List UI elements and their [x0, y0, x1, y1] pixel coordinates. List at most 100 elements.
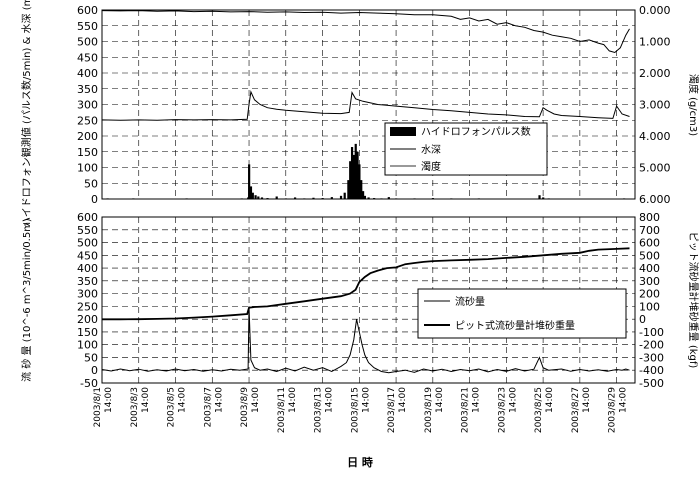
x-tick-date: 2003/8/23	[497, 387, 507, 433]
y-tick-label-right: 300	[639, 275, 660, 288]
x-tick-date: 2003/8/13	[314, 387, 324, 433]
x-axis-ticks: 2003/8/1 14:00 2003/8/3 14:00 2003/8/5 14:00 2…	[93, 387, 629, 433]
upper-left-axis-label: ハイドロフォン観測値 (パルス数/5min) & 水深 (mm)	[20, 0, 33, 227]
y-tick-label-right: 0.000	[639, 4, 671, 17]
bar-81	[622, 198, 626, 199]
bar-35	[321, 198, 324, 199]
series-line-0	[101, 306, 630, 374]
series-line-2	[101, 10, 630, 54]
y-tick-label-left: 50	[84, 351, 98, 364]
y-tick-label-left: 150	[77, 326, 98, 339]
bar-49	[367, 197, 370, 199]
y-tick-label-left: 500	[77, 237, 98, 250]
lower-right-axis-label: ピット流砂量計堆砂重量 (kgf)	[687, 232, 699, 369]
bar-42	[352, 154, 355, 199]
x-tick-date: 2003/8/5	[167, 387, 177, 427]
bar-41	[350, 147, 354, 199]
x-tick-date: 2003/8/19	[424, 387, 434, 433]
series-line-1	[101, 90, 630, 121]
y-tick-label-right: 4.000	[639, 130, 671, 143]
x-tick-date: 2003/8/7	[203, 387, 213, 427]
bar-36	[330, 197, 333, 199]
y-tick-label-right: -500	[639, 377, 664, 390]
y-tick-label-right: 500	[639, 249, 660, 262]
bar-26	[254, 195, 257, 199]
y-tick-label-left: 600	[77, 211, 98, 224]
bar-43	[354, 143, 357, 199]
y-tick-label-left: 600	[77, 4, 98, 17]
series-line-1	[102, 247, 630, 321]
x-tick-time: 14:00	[472, 387, 482, 413]
x-tick-time: 14:00	[435, 387, 445, 413]
x-tick-time: 14:00	[288, 387, 298, 413]
lower-legend: 流砂量 ピット式流砂量計堆砂重量	[417, 288, 627, 339]
bar-71	[547, 198, 550, 199]
upper-left-ticks: 0 50 100 150 200 250 300 350 400 450 500 550 600	[77, 4, 98, 206]
bar-28	[260, 197, 264, 199]
upper-right-axis-label: 濁度 (g/cm3)	[687, 74, 699, 136]
bar-27	[257, 196, 260, 199]
bar-33	[303, 198, 306, 199]
y-tick-label-right: 6.000	[639, 193, 671, 206]
y-tick-label-right: -200	[639, 339, 664, 352]
x-tick-date: 2003/8/29	[608, 387, 618, 433]
y-tick-label-left: 550	[77, 224, 98, 237]
bar-21	[240, 198, 243, 199]
x-tick-time: 14:00	[325, 387, 335, 413]
y-tick-label-right: -400	[639, 364, 664, 377]
bar-5	[132, 198, 135, 199]
y-tick-label-left: 500	[77, 36, 98, 49]
x-tick-time: 14:00	[582, 387, 592, 413]
bar-34	[312, 197, 315, 199]
y-tick-label-right: 3.000	[639, 99, 671, 112]
y-tick-label-left: 200	[77, 313, 98, 326]
bar-70	[542, 197, 545, 199]
x-tick-date: 2003/8/1	[93, 387, 103, 427]
legend-label-turbidity: 濁度	[421, 160, 441, 173]
bar-30	[275, 196, 278, 199]
x-axis-title: 日 時	[347, 455, 373, 469]
bar-25	[251, 192, 254, 199]
lower-right-ticks: -500-400-300-200-10001002003004005006007…	[639, 211, 664, 390]
y-tick-label-right: 100	[639, 300, 660, 313]
legend-swatch-hydrophone	[390, 127, 416, 136]
bar-13	[185, 198, 188, 199]
y-tick-label-left: 300	[77, 288, 98, 301]
y-tick-label-left: 200	[77, 130, 98, 143]
bar-32	[293, 197, 297, 199]
y-tick-label-left: 0	[91, 193, 98, 206]
y-tick-label-right: 700	[639, 224, 660, 237]
bar-47	[361, 191, 365, 199]
y-tick-label-right: 2.000	[639, 67, 671, 80]
bar-48	[363, 195, 367, 199]
y-tick-label-left: 250	[77, 114, 98, 127]
bar-31	[284, 198, 287, 199]
x-tick-date: 2003/8/9	[240, 387, 250, 428]
y-tick-label-left: 350	[77, 275, 98, 288]
x-tick-date: 2003/8/3	[130, 387, 140, 427]
upper-series	[101, 10, 631, 199]
x-tick-date: 2003/8/21	[461, 387, 471, 433]
x-tick-time: 14:00	[141, 387, 151, 413]
lower-panel: -50050100150200250300350400450500550600 …	[20, 211, 699, 390]
y-tick-label-right: 600	[639, 237, 660, 250]
bar-62	[477, 198, 480, 199]
bar-24	[249, 186, 253, 199]
bar-50	[373, 198, 376, 199]
y-tick-label-left: 50	[84, 177, 98, 190]
bar-38	[343, 192, 346, 199]
y-tick-label-right: 400	[639, 262, 660, 275]
x-tick-time: 14:00	[508, 387, 518, 413]
bar-45	[358, 164, 361, 199]
legend-label-sediment-discharge: 流砂量	[455, 295, 485, 308]
upper-legend: ハイドロフォンパルス数 水深 濁度	[384, 122, 548, 176]
x-tick-date: 2003/8/17	[387, 387, 397, 433]
y-tick-label-left: 450	[77, 51, 98, 64]
bar-46	[360, 180, 363, 199]
x-tick-time: 14:00	[545, 387, 555, 413]
upper-panel: 0 50 100 150 200 250 300 350 400 450 500 550 600 6.0…	[20, 0, 699, 227]
y-tick-label-left: 100	[77, 162, 98, 175]
y-tick-label-left: 250	[77, 300, 98, 313]
y-tick-label-left: 450	[77, 249, 98, 262]
